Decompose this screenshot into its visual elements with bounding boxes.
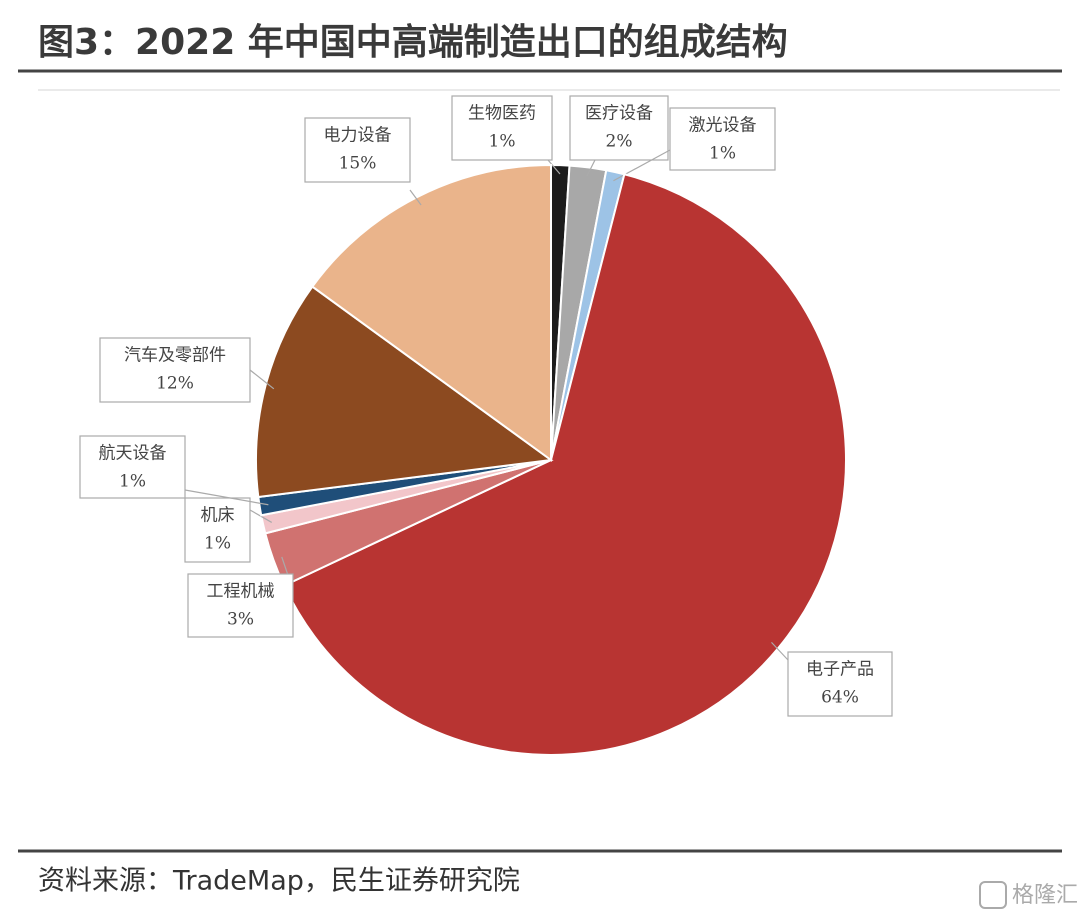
watermark: 格隆汇 (1012, 883, 1078, 908)
label-box (669, 107, 776, 171)
slice-label: 医疗设备 (585, 104, 653, 124)
leader-line (249, 369, 275, 390)
slice-label: 航天设备 (99, 444, 167, 464)
slice-value-label: 1% (709, 144, 736, 164)
slice-label: 激光设备 (689, 116, 757, 136)
slice-label: 电子产品 (806, 660, 874, 680)
pie-slice (255, 285, 554, 499)
slice-value-label: 1% (119, 472, 146, 492)
chart-title: 图3：2022 年中国中高端制造出口的组成结构 (38, 22, 788, 63)
label-box (304, 117, 411, 183)
slice-label: 生物医药 (468, 104, 536, 124)
slice-value-label: 1% (489, 132, 516, 152)
slice-label: 工程机械 (207, 582, 275, 602)
label-box (99, 337, 251, 403)
slice-value-label: 1% (204, 534, 231, 554)
leader-line (613, 149, 671, 182)
slice-value-label: 12% (156, 374, 194, 394)
pie-slice (282, 173, 847, 756)
label-box (187, 573, 294, 638)
leader-line (771, 641, 789, 661)
label-box (787, 651, 893, 717)
label-box (79, 435, 186, 499)
label-box (184, 497, 251, 563)
pie-slice (310, 163, 552, 462)
label-box (569, 95, 669, 161)
slice-value-label: 3% (227, 610, 254, 630)
slice-value-label: 15% (339, 154, 377, 174)
slice-value-label: 64% (821, 688, 859, 708)
slice-value-label: 2% (606, 132, 633, 152)
label-box (451, 95, 553, 161)
leader-line (586, 159, 596, 177)
leader-line (184, 489, 269, 506)
leader-line (547, 159, 561, 175)
watermark-icon (979, 881, 1007, 909)
leader-line (409, 189, 422, 206)
slice-label: 汽车及零部件 (124, 346, 226, 366)
slice-label: 机床 (201, 506, 235, 526)
slice-label: 电力设备 (324, 126, 392, 146)
source: 资料来源：TradeMap，民生证券研究院 (38, 866, 520, 897)
